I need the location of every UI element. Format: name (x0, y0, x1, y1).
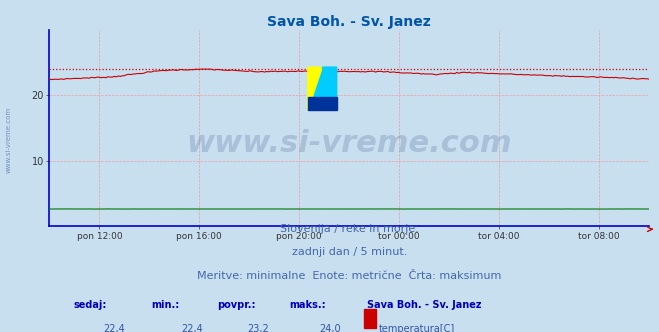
Text: 23,2: 23,2 (247, 323, 269, 332)
Text: Meritve: minimalne  Enote: metrične  Črta: maksimum: Meritve: minimalne Enote: metrične Črta:… (197, 271, 501, 281)
Text: 24,0: 24,0 (320, 323, 341, 332)
Polygon shape (308, 67, 322, 110)
Text: 22,4: 22,4 (103, 323, 125, 332)
Text: zadnji dan / 5 minut.: zadnji dan / 5 minut. (291, 247, 407, 257)
Text: sedaj:: sedaj: (73, 300, 107, 310)
Text: www.si-vreme.com: www.si-vreme.com (186, 129, 512, 158)
Polygon shape (322, 67, 337, 110)
Text: www.si-vreme.com: www.si-vreme.com (5, 106, 12, 173)
Text: temperatura[C]: temperatura[C] (380, 323, 455, 332)
Text: 22,4: 22,4 (181, 323, 203, 332)
FancyBboxPatch shape (364, 309, 376, 328)
Text: Slovenija / reke in morje.: Slovenija / reke in morje. (280, 224, 418, 234)
Text: min.:: min.: (152, 300, 180, 310)
Text: Sava Boh. - Sv. Janez: Sava Boh. - Sv. Janez (367, 300, 482, 310)
FancyBboxPatch shape (308, 97, 337, 110)
Title: Sava Boh. - Sv. Janez: Sava Boh. - Sv. Janez (268, 15, 431, 29)
Text: povpr.:: povpr.: (217, 300, 256, 310)
Text: maks.:: maks.: (289, 300, 326, 310)
Polygon shape (308, 67, 337, 110)
